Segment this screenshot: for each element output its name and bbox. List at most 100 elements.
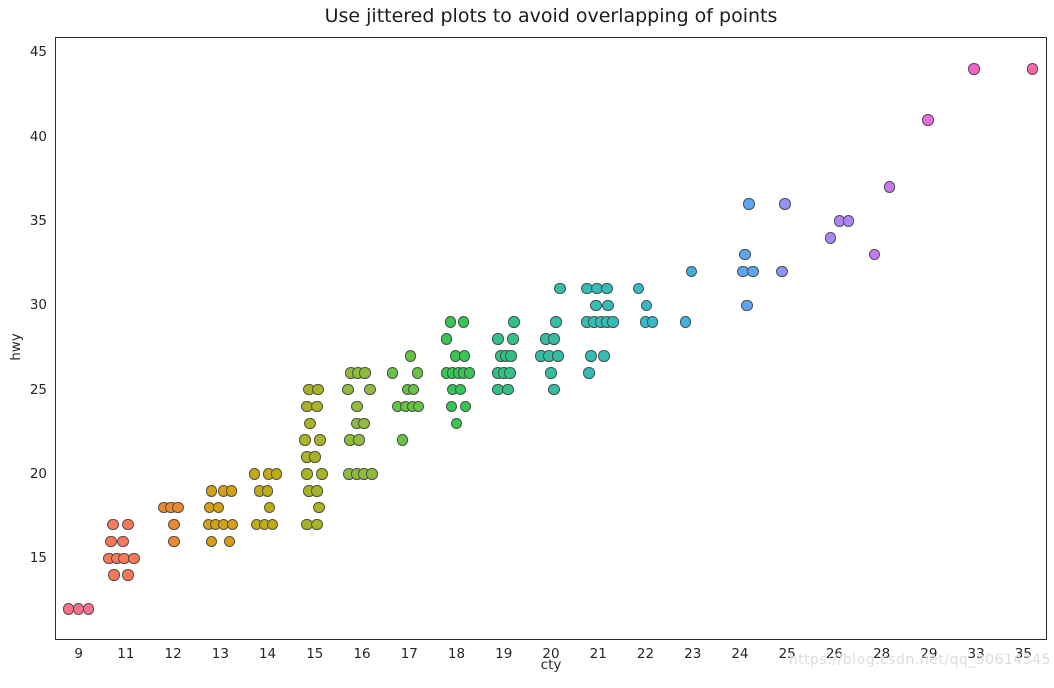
- data-point: [585, 350, 597, 362]
- x-tick-label: 21: [589, 646, 607, 662]
- data-point: [457, 316, 470, 328]
- y-tick-label: 20: [29, 465, 47, 482]
- watermark-text: https://blog.csdn.net/qq_30614345: [788, 652, 1051, 668]
- data-point: [505, 350, 517, 362]
- data-point: [212, 501, 225, 514]
- data-point: [386, 367, 399, 379]
- data-point: [299, 434, 311, 446]
- data-point: [440, 333, 453, 345]
- data-point: [583, 367, 595, 379]
- data-point: [590, 299, 602, 312]
- data-point: [685, 265, 698, 278]
- x-tick-label: 35: [1014, 646, 1032, 662]
- x-tick-label: 29: [920, 646, 938, 662]
- data-point: [550, 316, 562, 328]
- data-point: [311, 485, 323, 497]
- y-tick-label: 40: [29, 128, 47, 145]
- data-point: [270, 468, 283, 480]
- x-tick-label: 16: [353, 646, 371, 662]
- data-point: [359, 367, 371, 379]
- data-point: [313, 501, 325, 514]
- data-point: [492, 333, 504, 345]
- data-point: [445, 400, 458, 413]
- data-point: [679, 316, 692, 328]
- data-point: [504, 367, 516, 379]
- data-point: [741, 299, 753, 312]
- data-point: [632, 282, 645, 295]
- data-point: [353, 434, 365, 446]
- data-point: [450, 417, 463, 430]
- y-tick-label: 30: [29, 297, 47, 314]
- x-tick-label: 25: [778, 646, 796, 662]
- x-tick-label: 18: [447, 646, 466, 662]
- data-point: [358, 417, 370, 430]
- data-point: [107, 518, 119, 531]
- data-point: [309, 451, 321, 463]
- y-tick-label: 25: [29, 381, 47, 398]
- data-point: [868, 248, 881, 261]
- data-point: [548, 333, 560, 345]
- data-point: [779, 198, 791, 210]
- data-point: [552, 350, 564, 362]
- data-point: [311, 400, 323, 413]
- data-point: [646, 316, 659, 328]
- data-point: [601, 282, 613, 295]
- data-point: [248, 468, 261, 480]
- data-point: [407, 383, 420, 396]
- data-point: [922, 114, 934, 126]
- data-point: [444, 316, 457, 328]
- data-point: [312, 383, 324, 396]
- data-point: [968, 63, 980, 75]
- data-point: [261, 485, 274, 497]
- data-point: [128, 552, 140, 565]
- data-point: [454, 383, 467, 396]
- data-point: [602, 299, 614, 312]
- x-tick-label: 24: [731, 646, 749, 662]
- y-tick-label: 35: [29, 212, 47, 229]
- data-point: [301, 468, 313, 480]
- data-point: [404, 350, 417, 362]
- data-point: [412, 400, 425, 413]
- data-point: [776, 265, 788, 278]
- y-tick-label: 45: [29, 44, 47, 61]
- data-point: [1026, 63, 1039, 75]
- data-point: [554, 282, 566, 295]
- data-point: [364, 383, 376, 396]
- x-tick-label: 26: [825, 646, 844, 662]
- data-point: [739, 248, 751, 261]
- data-point: [459, 400, 472, 413]
- chart-title: Use jittered plots to avoid overlapping …: [324, 5, 778, 27]
- data-point: [883, 181, 896, 193]
- x-axis-label: cty: [540, 657, 562, 673]
- data-point: [411, 367, 424, 379]
- data-point: [311, 518, 323, 531]
- data-point: [508, 316, 520, 328]
- data-point: [598, 350, 610, 362]
- data-point: [548, 383, 560, 396]
- data-point: [463, 367, 476, 379]
- x-tick-label: 28: [873, 646, 891, 662]
- data-point: [824, 232, 837, 244]
- x-tick-label: 19: [495, 646, 513, 662]
- data-point: [122, 569, 134, 581]
- data-point: [168, 535, 180, 548]
- data-point: [205, 485, 218, 497]
- x-tick-label: 15: [306, 646, 324, 662]
- data-point: [640, 299, 653, 312]
- data-point: [168, 518, 180, 531]
- data-point: [316, 468, 328, 480]
- x-tick-label: 11: [117, 646, 135, 662]
- data-point: [117, 535, 129, 548]
- x-tick-label: 33: [967, 646, 985, 662]
- data-point: [342, 383, 354, 396]
- data-point: [263, 501, 276, 514]
- x-tick-label: 13: [211, 646, 229, 662]
- data-point: [607, 316, 619, 328]
- data-point: [105, 535, 117, 548]
- data-point: [396, 434, 409, 446]
- data-point: [223, 535, 236, 548]
- x-tick-label: 14: [258, 646, 277, 662]
- data-point: [545, 367, 557, 379]
- data-point: [304, 417, 316, 430]
